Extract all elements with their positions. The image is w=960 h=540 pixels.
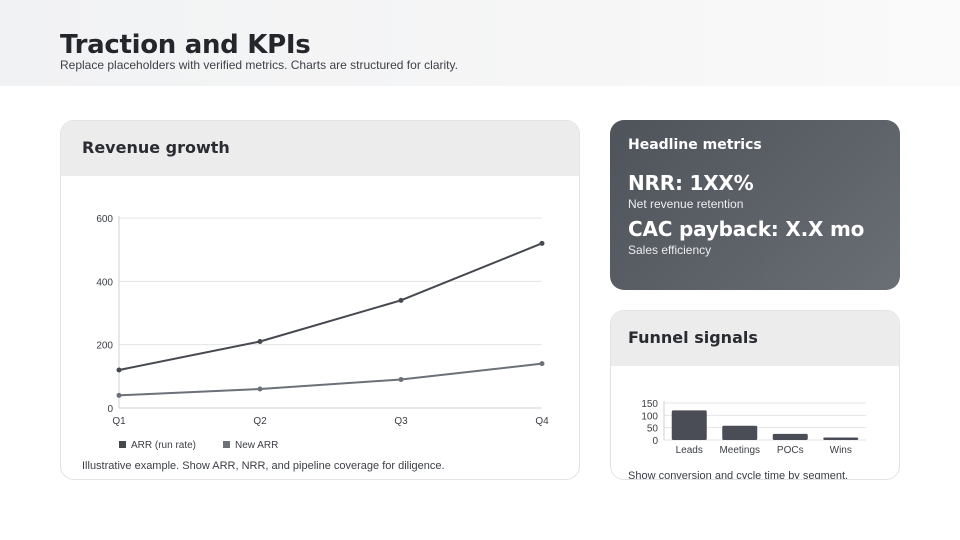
- data-point: [116, 392, 122, 398]
- revenue-growth-card: Revenue growth 0 200 400 600 Q1 Q2 Q3 Q4 ARR (ru…: [60, 120, 580, 480]
- y-tick-label: 600: [96, 214, 113, 225]
- bar-pocs: [772, 433, 808, 440]
- legend-label: New ARR: [235, 440, 278, 451]
- funnel-signals-card: Funnel signals 0 50 100 150 Leads Meetings POC…: [610, 310, 900, 480]
- data-point: [116, 367, 122, 373]
- page-subtitle: Replace placeholders with verified metri…: [60, 58, 458, 72]
- headline-metrics-card: Headline metrics NRR: 1XX% Net revenue r…: [610, 120, 900, 290]
- y-tick-label: 0: [107, 404, 113, 415]
- x-tick-label: Q1: [112, 416, 126, 427]
- data-point: [398, 297, 404, 303]
- legend-swatch: [223, 441, 230, 448]
- x-tick-label: Q4: [535, 416, 549, 427]
- x-tick-label: POCs: [777, 445, 804, 456]
- series-line-new-arr: [118, 362, 543, 397]
- data-point: [398, 377, 404, 382]
- nrr-metric-label: Net revenue retention: [628, 197, 744, 211]
- bar-leads: [671, 410, 707, 440]
- y-tick-label: 200: [96, 341, 113, 352]
- data-point: [539, 361, 545, 367]
- legend-swatch: [119, 441, 126, 448]
- x-tick-label: Q3: [394, 416, 408, 427]
- funnel-card-note: Show conversion and cycle time by segmen…: [628, 470, 849, 480]
- cac-metric-value: CAC payback: X.X mo: [628, 217, 865, 241]
- y-tick-label: 0: [652, 436, 658, 447]
- nrr-metric-value: NRR: 1XX%: [628, 171, 754, 195]
- series-line-arr-run-rate: [118, 242, 543, 371]
- data-point: [539, 240, 545, 246]
- cac-metric-label: Sales efficiency: [628, 243, 712, 257]
- legend-label: ARR (run rate): [131, 440, 196, 451]
- revenue-line-chart: 0 200 400 600 Q1 Q2 Q3 Q4 ARR (run rate) New ARR: [96, 214, 549, 451]
- data-point: [257, 386, 263, 392]
- y-tick-label: 150: [641, 399, 658, 410]
- x-tick-label: Q2: [253, 416, 267, 427]
- bar-wins: [823, 437, 859, 440]
- metrics-card-title: Headline metrics: [628, 137, 762, 153]
- x-tick-label: Meetings: [719, 445, 760, 456]
- header-band: [0, 0, 960, 86]
- x-tick-label: Leads: [676, 445, 703, 456]
- y-tick-label: 100: [641, 411, 658, 422]
- funnel-card-title: Funnel signals: [628, 328, 758, 347]
- funnel-card-header: Funnel signals: [611, 311, 899, 366]
- y-tick-label: 400: [96, 277, 113, 288]
- data-point: [257, 339, 263, 344]
- revenue-card-note: Illustrative example. Show ARR, NRR, and…: [82, 460, 445, 472]
- x-tick-label: Wins: [830, 445, 852, 456]
- page-title: Traction and KPIs: [60, 30, 311, 60]
- revenue-card-title: Revenue growth: [82, 138, 230, 157]
- revenue-card-header: Revenue growth: [61, 121, 579, 176]
- y-tick-label: 50: [647, 424, 659, 435]
- bar-meetings: [722, 425, 758, 440]
